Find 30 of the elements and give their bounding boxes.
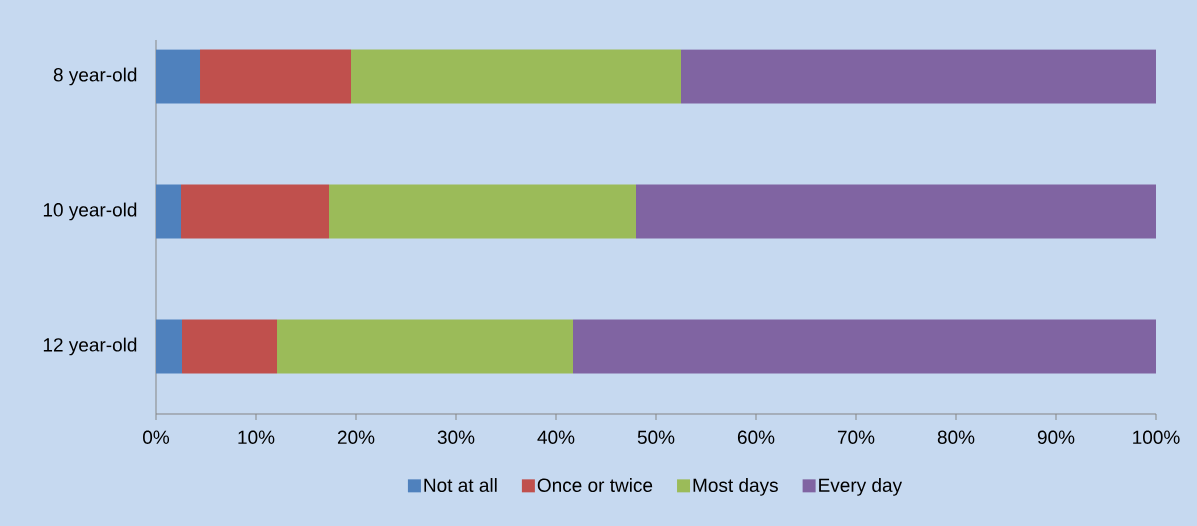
legend-label: Most days <box>693 478 778 496</box>
bar <box>181 184 330 239</box>
bar <box>351 49 682 104</box>
x-tick-label: 90% <box>1037 430 1075 444</box>
x-tick-label: 40% <box>537 430 575 444</box>
bar <box>277 319 574 374</box>
bar <box>156 184 182 239</box>
legend-label: Every day <box>819 478 903 496</box>
legend-label: Once or twice <box>537 478 653 492</box>
x-tick-label: 80% <box>937 430 975 444</box>
x-tick-label: 60% <box>737 430 775 444</box>
bar <box>182 319 278 374</box>
x-tick-label: 50% <box>637 430 675 444</box>
bar <box>200 49 352 104</box>
x-tick-label: 30% <box>437 430 475 444</box>
bar <box>636 184 1156 239</box>
bar <box>329 184 637 239</box>
bar <box>156 319 183 374</box>
bar <box>156 49 201 104</box>
y-tick-label: 12 year-old <box>43 337 137 356</box>
x-tick-label: 100% <box>1133 430 1180 444</box>
x-tick-label: 10% <box>238 430 275 444</box>
legend-label: Not at all <box>424 478 497 492</box>
x-tick-label: 20% <box>337 430 375 444</box>
x-tick-label: 70% <box>837 430 875 444</box>
bar <box>681 49 1156 104</box>
y-tick-label: 10 year-old <box>43 202 137 221</box>
x-tick-label: 0% <box>143 430 170 444</box>
bar <box>573 319 1156 374</box>
y-tick-label: 8 year-old <box>53 67 137 86</box>
